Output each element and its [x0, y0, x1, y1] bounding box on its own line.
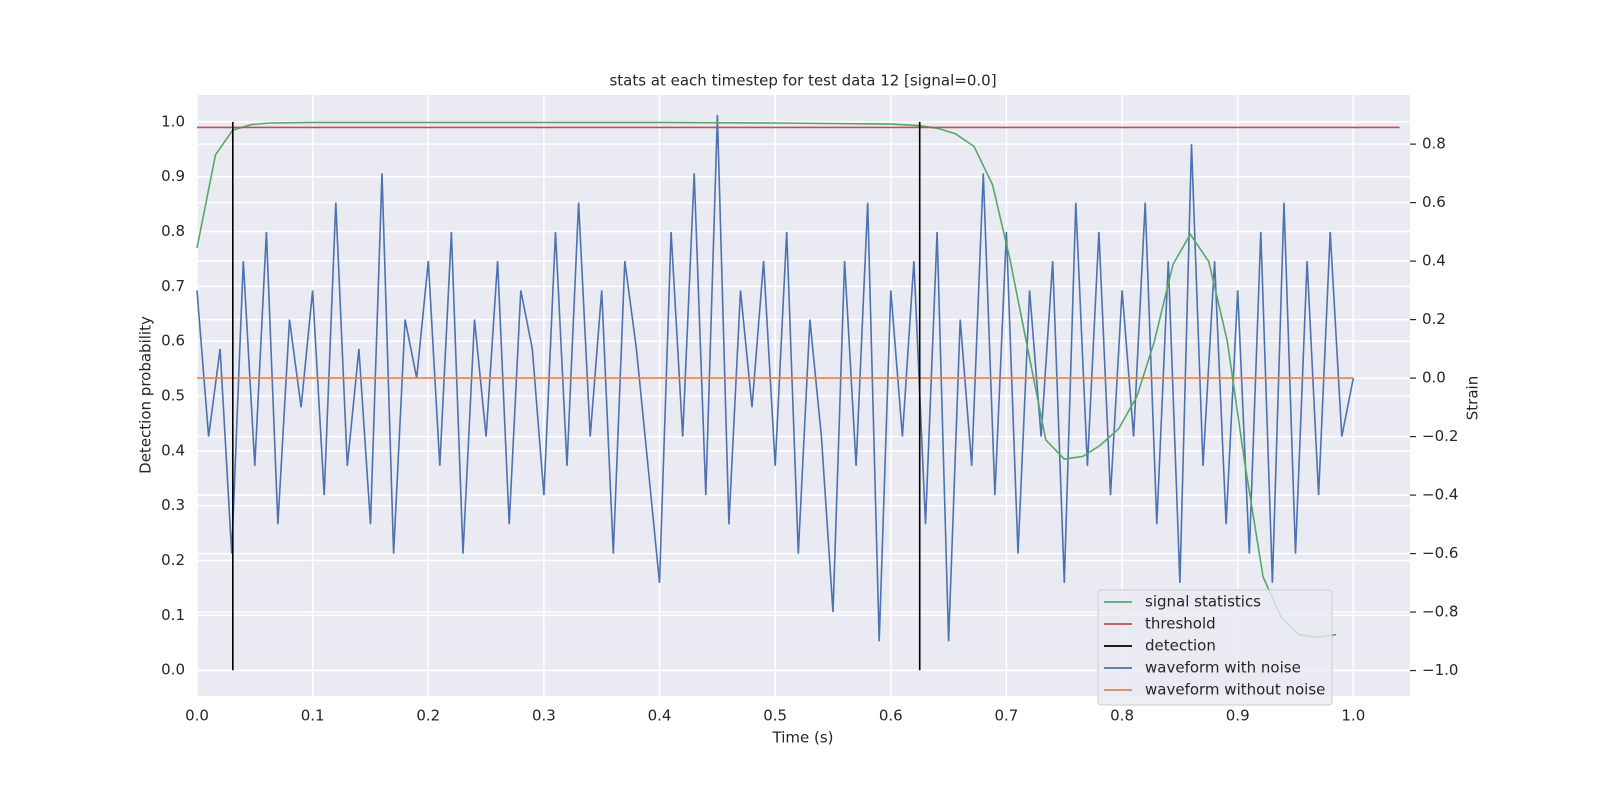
legend-label: detection — [1145, 637, 1216, 655]
y-tick-label: 0.0 — [161, 661, 185, 679]
y2-tick-label: −0.8 — [1422, 603, 1458, 621]
y-tick-label: 0.9 — [161, 167, 185, 185]
x-tick-label: 0.1 — [301, 707, 325, 725]
x-tick-label: 1.0 — [1341, 707, 1365, 725]
y2-tick-label: −1.0 — [1422, 661, 1458, 679]
x-tick-label: 0.2 — [416, 707, 440, 725]
y2-tick-label: 0.2 — [1422, 310, 1446, 328]
x-tick-label: 0.5 — [763, 707, 787, 725]
y-tick-label: 0.4 — [161, 441, 185, 459]
legend-label: waveform with noise — [1145, 659, 1301, 677]
y-tick-label: 1.0 — [161, 112, 185, 130]
y2-tick-label: −0.2 — [1422, 427, 1458, 445]
y-tick-label: 0.6 — [161, 332, 185, 350]
legend-label: threshold — [1145, 615, 1216, 633]
y-axis-label: Detection probability — [137, 316, 155, 474]
series-line — [232, 121, 921, 671]
legend-label: waveform without noise — [1145, 681, 1325, 699]
lines — [196, 114, 1400, 671]
y2-axis-label: Strain — [1464, 376, 1482, 420]
x-tick-label: 0.8 — [1110, 707, 1134, 725]
y2-tick-label: 0.0 — [1422, 369, 1446, 387]
x-tick-label: 0.9 — [1226, 707, 1250, 725]
y2-tick-label: −0.4 — [1422, 486, 1458, 504]
y-tick-label: 0.8 — [161, 222, 185, 240]
series-line — [196, 121, 1337, 639]
legend-label: signal statistics — [1145, 593, 1261, 611]
y-tick-label: 0.7 — [161, 277, 185, 295]
legend-box — [1097, 589, 1333, 706]
y2-tick-label: −0.6 — [1422, 544, 1458, 562]
y-tick-label: 0.2 — [161, 551, 185, 569]
y2-tick-label: 0.4 — [1422, 252, 1446, 270]
x-tick-label: 0.7 — [995, 707, 1019, 725]
series-line — [196, 114, 1355, 642]
y2-tick-label: 0.6 — [1422, 193, 1446, 211]
y-tick-label: 0.3 — [161, 496, 185, 514]
y2-tick-label: 0.8 — [1422, 135, 1446, 153]
y-tick-label: 0.1 — [161, 606, 185, 624]
y-tick-label: 0.5 — [161, 387, 185, 405]
x-tick-label: 0.3 — [532, 707, 556, 725]
x-tick-label: 0.0 — [185, 707, 209, 725]
ticks: 0.0 0.1 0.2 0.3 0.4 0.5 0.6 0.7 0.8 0.9 1.0 0.0 0.1 0… — [161, 112, 1458, 724]
chart-title: stats at each timestep for test data 12 … — [609, 72, 996, 90]
x-tick-label: 0.6 — [879, 707, 903, 725]
x-axis-label: Time (s) — [772, 729, 834, 747]
legend: signal statistics threshold detection wavef… — [1097, 589, 1333, 706]
x-tick-label: 0.4 — [648, 707, 672, 725]
